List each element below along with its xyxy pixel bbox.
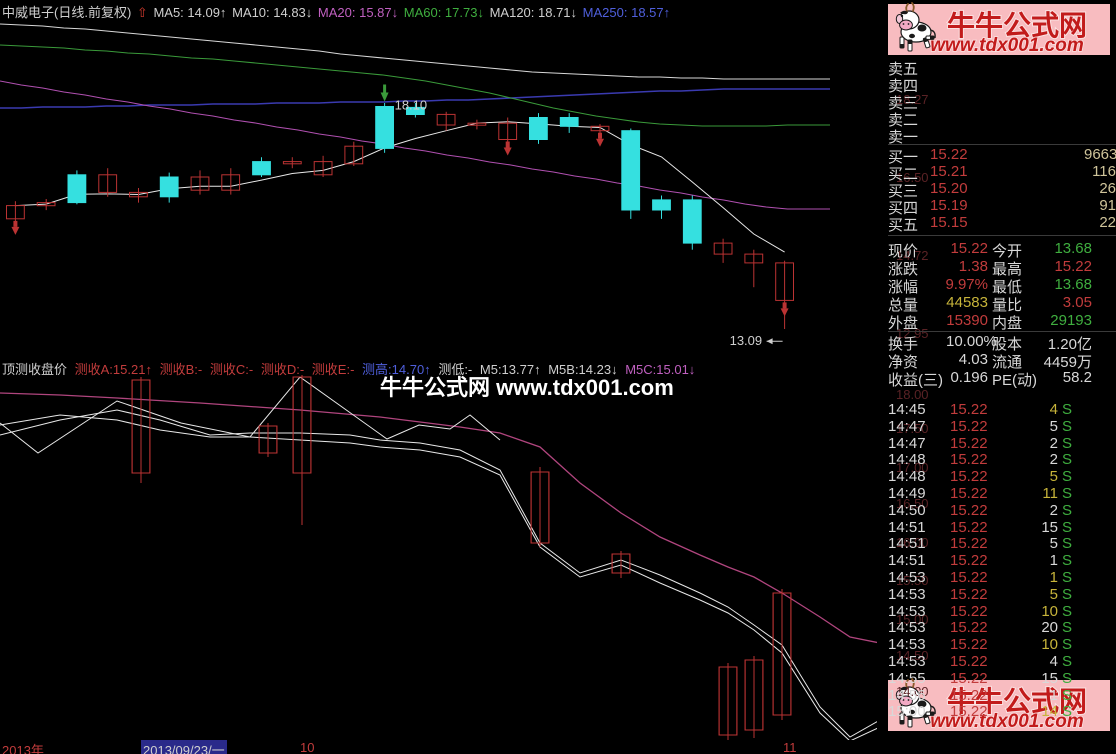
svg-text:18.10: 18.10: [395, 98, 428, 113]
svg-text:13.09: 13.09: [730, 333, 763, 348]
svg-text:www.tdx001.com: www.tdx001.com: [930, 35, 1084, 55]
svg-text:牛牛公式网 www.tdx001.com: 牛牛公式网 www.tdx001.com: [380, 375, 674, 400]
